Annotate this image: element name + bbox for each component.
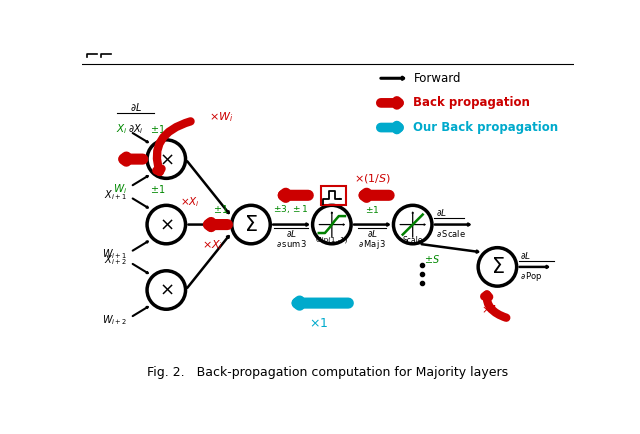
Circle shape [478, 248, 516, 286]
Circle shape [312, 205, 351, 244]
Text: $X_{i+2}$: $X_{i+2}$ [104, 253, 127, 267]
Circle shape [232, 205, 270, 244]
Text: $\pm S$: $\pm S$ [424, 253, 440, 265]
Text: $\partial X_i$: $\partial X_i$ [128, 122, 143, 136]
Circle shape [394, 205, 432, 244]
Circle shape [147, 271, 186, 309]
Text: $\Sigma$: $\Sigma$ [490, 257, 504, 277]
Text: $\times X_i$: $\times X_i$ [179, 195, 199, 209]
Circle shape [147, 205, 186, 244]
Text: $\partial L$: $\partial L$ [520, 250, 532, 261]
Text: $\partial\,\mathrm{Scale}$: $\partial\,\mathrm{Scale}$ [436, 228, 466, 239]
Text: $\partial\,\mathrm{Maj}\,3$: $\partial\,\mathrm{Maj}\,3$ [358, 238, 387, 251]
Text: $\times W_i$: $\times W_i$ [209, 110, 233, 124]
Text: $W_{i+2}$: $W_{i+2}$ [102, 313, 127, 327]
Text: $\pm 1$: $\pm 1$ [150, 183, 166, 195]
Text: Forward: Forward [413, 72, 461, 85]
Text: $\pm 1$: $\pm 1$ [150, 123, 166, 135]
Text: $\times 1$: $\times 1$ [309, 317, 328, 330]
Text: Our Back propagation: Our Back propagation [413, 121, 559, 134]
Text: $\partial L$: $\partial L$ [436, 207, 447, 218]
Text: $\pm 3,\pm 1$: $\pm 3,\pm 1$ [273, 203, 309, 214]
Circle shape [147, 140, 186, 178]
Text: $\times X_i$: $\times X_i$ [202, 238, 223, 252]
Text: Back propagation: Back propagation [413, 96, 531, 109]
Text: $\times$: $\times$ [159, 281, 173, 299]
Text: $\times$: $\times$ [159, 216, 173, 233]
Text: $X_i$: $X_i$ [116, 122, 127, 136]
Text: $\partial\,\mathrm{Pop}$: $\partial\,\mathrm{Pop}$ [520, 270, 543, 283]
Text: $W_{i+1}$: $W_{i+1}$ [102, 247, 127, 261]
Text: $\pm 1$: $\pm 1$ [213, 203, 228, 215]
Text: $X_{i+1}$: $X_{i+1}$ [104, 188, 127, 202]
Text: $\times(1/S)$: $\times(1/S)$ [354, 172, 391, 185]
Text: $W_i$: $W_i$ [113, 182, 127, 196]
Text: $\partial L$: $\partial L$ [367, 228, 378, 240]
Text: $\Sigma$: $\Sigma$ [244, 214, 258, 234]
Text: $\times$: $\times$ [159, 150, 173, 168]
Text: Scale: Scale [403, 236, 423, 245]
Text: Clip(1,-1): Clip(1,-1) [316, 236, 348, 243]
Text: Fig. 2.   Back-propagation computation for Majority layers: Fig. 2. Back-propagation computation for… [147, 366, 509, 379]
Text: $\pm 1$: $\pm 1$ [365, 204, 380, 214]
Text: $\partial L$: $\partial L$ [286, 228, 297, 240]
Text: $\partial L$: $\partial L$ [129, 101, 141, 113]
Text: $\times 1$: $\times 1$ [481, 303, 499, 315]
Text: $\partial\,\mathrm{sum}\,3$: $\partial\,\mathrm{sum}\,3$ [276, 238, 307, 249]
